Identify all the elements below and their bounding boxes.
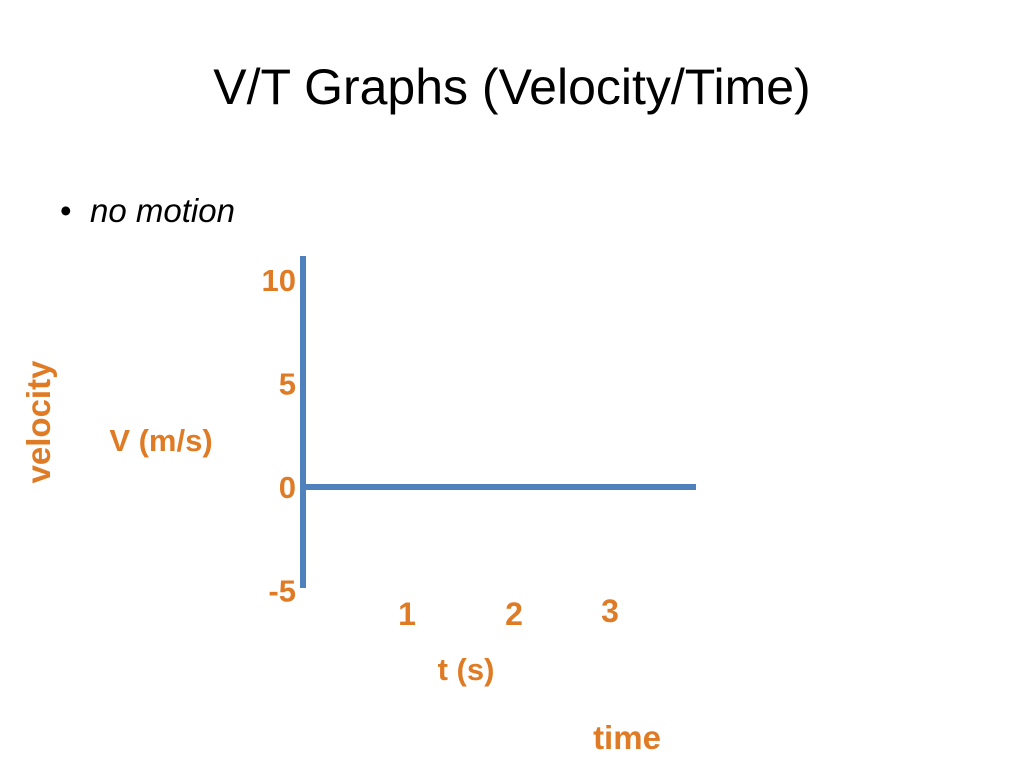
bullet-item: • no motion [60,194,235,227]
x-tick-labels: 1 2 3 [398,593,619,632]
x-tick-label: 3 [601,593,619,629]
y-tick-labels: 10 5 0 -5 [262,263,296,609]
y-tick-label: 5 [279,367,296,402]
y-tick-label: -5 [268,574,296,609]
y-caption-velocity: velocity [20,360,57,484]
bullet-icon: • [60,192,72,229]
y-axis-label: V (m/s) [109,423,212,458]
x-axis-label: t (s) [438,652,495,687]
x-caption-time: time [593,719,661,756]
bullet-text: no motion [90,192,235,229]
slide-title: V/T Graphs (Velocity/Time) [213,59,811,115]
y-tick-label: 10 [262,263,296,298]
x-tick-label: 1 [398,596,416,632]
y-tick-label: 0 [279,470,296,505]
x-tick-label: 2 [505,596,523,632]
